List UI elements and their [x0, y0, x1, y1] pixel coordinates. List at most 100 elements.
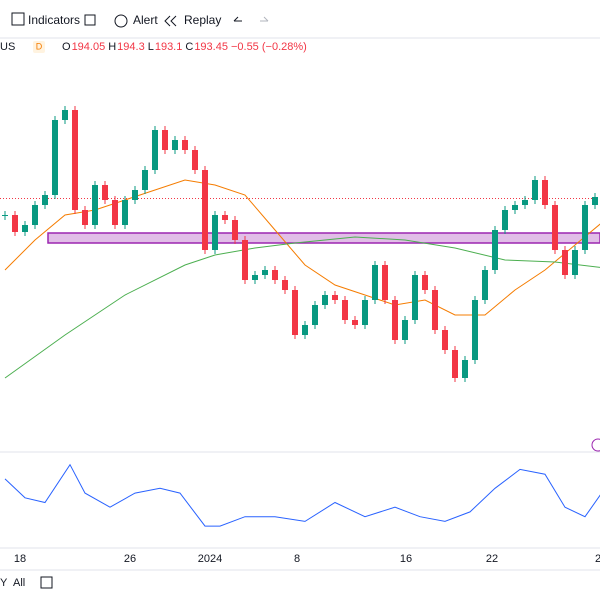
redo-button[interactable]	[260, 16, 269, 22]
legend-key: L	[148, 41, 154, 53]
candle	[132, 190, 138, 200]
candle	[342, 300, 348, 320]
candle	[332, 295, 338, 300]
x-tick-label: 18	[14, 553, 26, 565]
alert-button[interactable]: Alert	[133, 13, 158, 27]
candle	[22, 225, 28, 232]
candle	[362, 300, 368, 325]
candle	[232, 220, 238, 240]
candle	[532, 180, 538, 200]
candle	[12, 215, 18, 232]
x-tick-label: 22	[486, 553, 498, 565]
candle	[542, 180, 548, 205]
candle	[502, 210, 508, 230]
candle	[452, 350, 458, 378]
candle	[552, 205, 558, 250]
candle	[572, 250, 578, 275]
candle	[102, 185, 108, 200]
legend-value: 193.1	[155, 41, 183, 53]
x-tick-label: 16	[400, 553, 412, 565]
x-tick-label: 8	[294, 553, 300, 565]
candle	[212, 215, 218, 250]
interval: D	[36, 41, 43, 51]
candle	[222, 215, 228, 220]
candle	[292, 290, 298, 335]
candle	[192, 150, 198, 170]
candle	[522, 200, 528, 205]
candle	[252, 275, 258, 280]
legend-key: C	[185, 41, 193, 53]
range-all-button[interactable]: All	[13, 577, 25, 589]
interval-badge	[33, 41, 45, 53]
candle	[352, 320, 358, 325]
candle	[442, 330, 448, 350]
replay-button[interactable]: Replay	[184, 13, 221, 27]
top-toolbar: Indicators Alert Replay	[0, 12, 600, 39]
undo-button[interactable]	[233, 16, 242, 22]
candle	[302, 325, 308, 335]
legend-value: 194.05	[72, 41, 106, 53]
candle	[162, 130, 168, 150]
candle	[152, 130, 158, 170]
replay-icon	[164, 15, 177, 27]
candle	[472, 300, 478, 360]
candle	[582, 205, 588, 250]
symbol: US	[0, 41, 15, 53]
x-tick-label: 2024	[198, 553, 222, 565]
oscillator-line	[4, 463, 600, 527]
candle	[282, 280, 288, 290]
candle	[592, 197, 598, 205]
x-tick-label: 26	[124, 553, 136, 565]
layout-icon[interactable]	[84, 14, 96, 26]
candle	[142, 170, 148, 190]
candle	[432, 290, 438, 330]
candle	[322, 295, 328, 305]
alert-marker	[591, 438, 600, 452]
candle	[372, 265, 378, 300]
candle	[412, 275, 418, 320]
x-tick-label: 2	[595, 553, 600, 565]
indicators-button[interactable]: Indicators	[28, 13, 80, 27]
candle	[2, 215, 8, 216]
date-range-button[interactable]	[40, 576, 53, 589]
candle	[62, 110, 68, 120]
candle	[122, 200, 128, 225]
moving-average	[4, 179, 600, 316]
ohlc-legend: O 194.05 H 194.3 L 193.1 C 193.45 −0.55 (−0.28%)	[62, 41, 307, 53]
candle	[482, 270, 488, 300]
candle	[72, 110, 78, 210]
candle	[402, 320, 408, 340]
candle	[392, 300, 398, 340]
candle	[512, 205, 518, 210]
candle	[382, 265, 388, 300]
candle	[112, 200, 118, 225]
candle	[272, 270, 278, 280]
candle	[182, 140, 188, 150]
legend-change: −0.55 (−0.28%)	[231, 41, 307, 53]
candle	[462, 360, 468, 378]
candle	[42, 195, 48, 205]
legend-key: O	[62, 41, 71, 53]
candle	[492, 230, 498, 270]
candle	[562, 250, 568, 275]
candle	[312, 305, 318, 325]
candle	[242, 240, 248, 280]
candle	[172, 140, 178, 150]
candle	[82, 210, 88, 225]
legend-key: H	[108, 41, 116, 53]
candle	[262, 270, 268, 275]
range-y-button[interactable]: Y	[0, 577, 8, 589]
alert-icon	[114, 14, 128, 28]
indicators-icon	[11, 12, 25, 26]
candle	[422, 275, 428, 290]
legend-value: 193.45	[194, 41, 228, 53]
legend-value: 194.3	[117, 41, 145, 53]
candle	[32, 205, 38, 225]
price-zone	[47, 232, 600, 244]
candle	[202, 170, 208, 250]
candle	[52, 120, 58, 195]
candle	[92, 185, 98, 225]
moving-average	[4, 236, 600, 379]
